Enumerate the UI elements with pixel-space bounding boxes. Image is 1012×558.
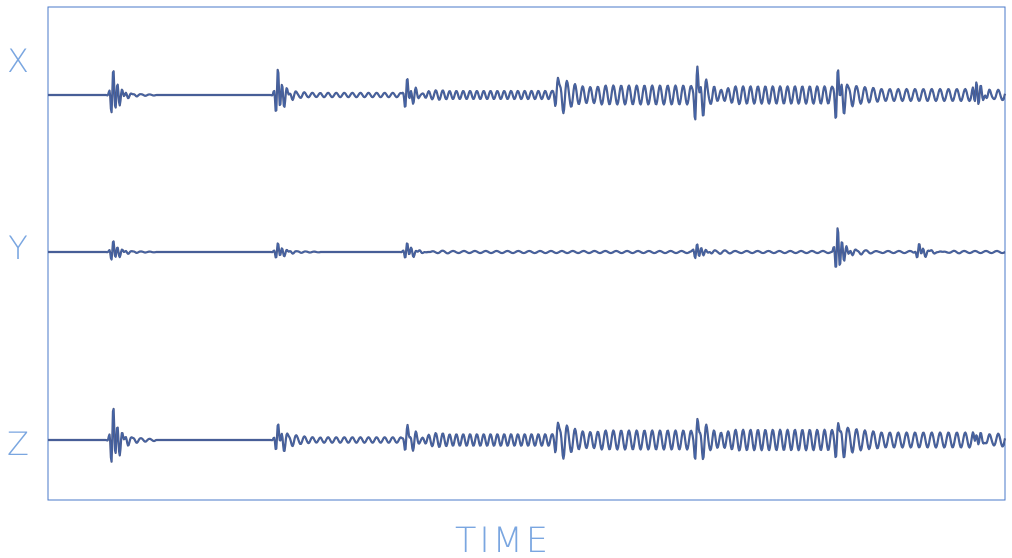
trace-x-highlight bbox=[48, 66, 1006, 120]
channel-label-y: Y bbox=[8, 229, 28, 267]
trace-z-highlight bbox=[48, 408, 1006, 462]
channel-label-z: Z bbox=[7, 425, 29, 463]
trace-z bbox=[47, 407, 1007, 463]
channel-labels: X Y Z bbox=[7, 42, 29, 463]
traces-group bbox=[47, 65, 1007, 463]
channel-label-x: X bbox=[7, 42, 29, 80]
plot-frame bbox=[47, 6, 1006, 501]
trace-x bbox=[47, 65, 1007, 121]
trace-y bbox=[47, 227, 1006, 268]
trace-y-highlight bbox=[48, 228, 1006, 268]
x-axis-label: TIME bbox=[455, 521, 551, 558]
